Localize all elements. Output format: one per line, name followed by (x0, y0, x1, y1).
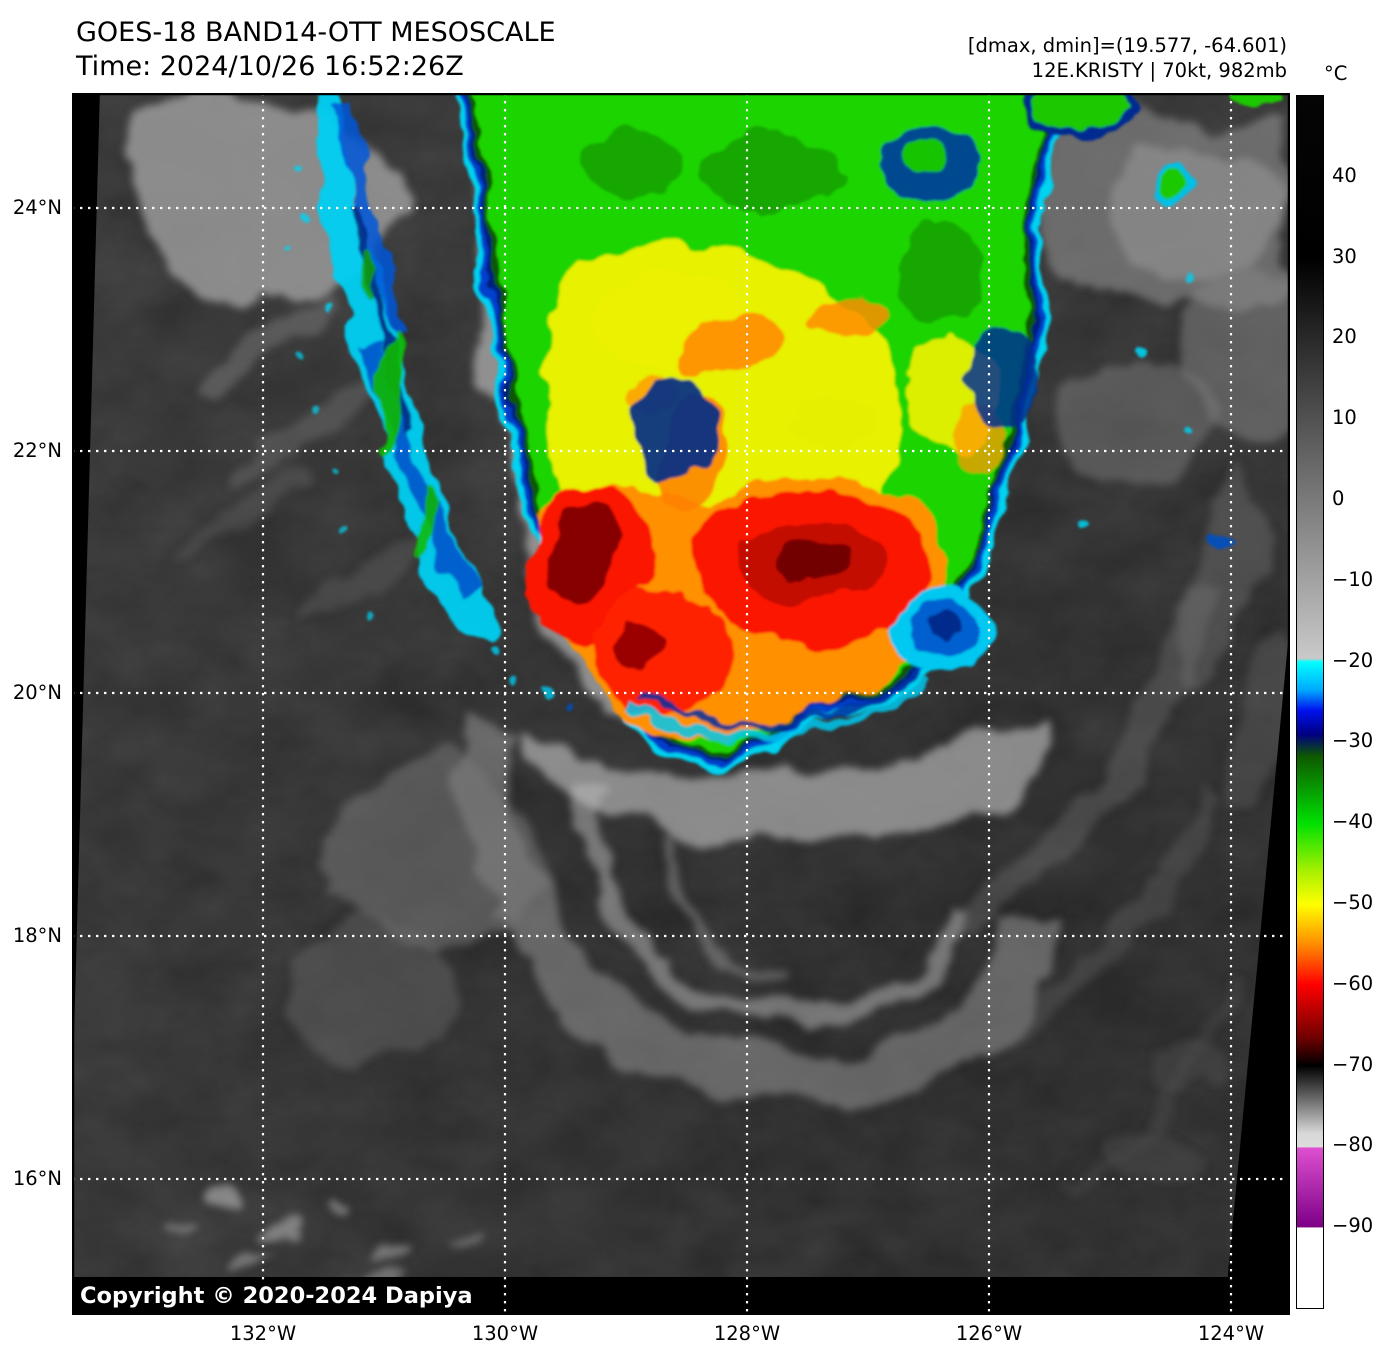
storm-info-annotation: 12E.KRISTY | 70kt, 982mb (1031, 59, 1287, 82)
colorbar-tick-label: −20 (1332, 648, 1374, 672)
gray-cloud-layer (127, 93, 1290, 1294)
lat-tick-label: 18°N (12, 924, 62, 947)
colorbar-tick-label: 0 (1332, 487, 1345, 510)
colorbar-tick-label: −50 (1332, 891, 1374, 914)
map-border (72, 93, 1290, 1315)
lon-tick-label: 128°W (713, 1322, 781, 1345)
colorbar-ticks: 40 30 20 10 0 −10 −20 −30 −40 −50 −60 −70 −80 −90 (1332, 95, 1388, 1307)
colorbar-tick-label: −70 (1332, 1052, 1374, 1076)
colorbar-tick-label: 30 (1332, 244, 1357, 268)
colorbar-tick-label: 10 (1332, 406, 1357, 430)
colorbar-tick-label: −60 (1332, 971, 1374, 995)
lon-tick-label: 132°W (229, 1322, 297, 1345)
colorbar-tick-label: −30 (1332, 729, 1374, 753)
colorbar-tick-label: 20 (1332, 325, 1357, 349)
lon-tick-label: 130°W (471, 1322, 539, 1345)
colorbar-tick-label: −10 (1332, 567, 1374, 591)
lat-tick-label: 24°N (12, 196, 62, 219)
timestamp: Time: 2024/10/26 16:52:26Z (76, 51, 464, 82)
graticule-gridlines (72, 93, 1290, 1315)
colorbar-gradient (1296, 95, 1324, 1309)
colorbar-tick-label: −90 (1332, 1214, 1374, 1238)
colorbar-tick-label: −40 (1332, 810, 1374, 834)
copyright-label: Copyright © 2020-2024 Dapiya (74, 1280, 485, 1313)
satellite-map (72, 93, 1290, 1315)
lat-tick-label: 16°N (12, 1167, 62, 1190)
cold-cloud-shield (458, 93, 1070, 767)
colorbar-unit-label: °C (1324, 62, 1348, 85)
satellite-image (72, 93, 1290, 1315)
cyan-cloud-band (284, 93, 1277, 709)
lat-tick-label: 20°N (12, 681, 62, 704)
dmax-dmin-annotation: [dmax, dmin]=(19.577, -64.601) (967, 34, 1287, 57)
colorbar-tick-label: −80 (1332, 1133, 1374, 1157)
lon-tick-label: 126°W (955, 1322, 1023, 1345)
page-title: GOES-18 BAND14-OTT MESOSCALE (76, 17, 556, 48)
lon-tick-label: 124°W (1197, 1322, 1265, 1345)
lat-tick-label: 22°N (12, 439, 62, 462)
colorbar-tick-label: 40 (1332, 163, 1357, 187)
